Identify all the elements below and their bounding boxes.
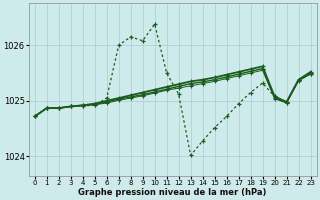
X-axis label: Graphe pression niveau de la mer (hPa): Graphe pression niveau de la mer (hPa) (78, 188, 267, 197)
